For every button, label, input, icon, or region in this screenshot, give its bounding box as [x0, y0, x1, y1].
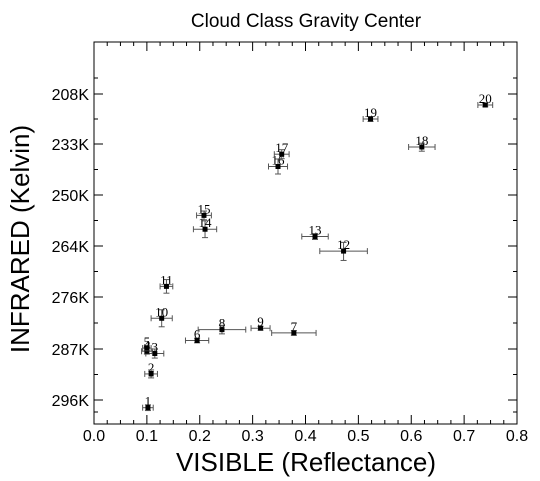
data-point: 2 — [144, 360, 158, 379]
y-tick-label: 264K — [52, 239, 90, 256]
x-tick-label: 0.4 — [294, 428, 316, 445]
point-label: 6 — [194, 326, 201, 341]
point-marker — [159, 315, 165, 321]
x-tick-label: 0.0 — [83, 428, 105, 445]
point-label: 2 — [148, 360, 155, 375]
x-tick-label: 0.8 — [506, 428, 528, 445]
point-marker — [152, 351, 158, 357]
y-tick-label: 233K — [52, 137, 90, 154]
point-marker — [148, 371, 154, 377]
point-label: 3 — [152, 340, 159, 355]
x-tick-label: 0.6 — [400, 428, 422, 445]
data-point: 13 — [301, 223, 329, 240]
point-marker — [312, 234, 318, 240]
point-marker — [291, 330, 297, 336]
point-marker — [419, 144, 425, 150]
data-point: 7 — [271, 319, 317, 336]
data-point: 9 — [250, 314, 271, 332]
point-marker — [275, 164, 281, 169]
x-axis: 0.0 0.1 0.2 0.3 0.4 0.5 0.6 0.7 0.8 — [83, 42, 528, 445]
data-point: 17 — [273, 140, 290, 160]
x-tick-label: 0.2 — [189, 428, 211, 445]
point-marker — [201, 212, 207, 218]
point-label: 5 — [144, 334, 151, 349]
x-tick-label: 0.3 — [242, 428, 264, 445]
point-label: 1 — [145, 394, 152, 409]
point-label: 9 — [257, 314, 264, 329]
data-point: 11 — [159, 272, 174, 294]
point-label: 12 — [337, 237, 350, 252]
data-point: 19 — [362, 105, 379, 122]
data-point: 14 — [192, 215, 218, 239]
point-label: 17 — [275, 140, 289, 155]
data-point: 16 — [267, 153, 289, 175]
data-point: 20 — [477, 91, 494, 108]
point-label: 18 — [415, 133, 428, 148]
data-point: 12 — [319, 237, 368, 261]
point-marker — [341, 248, 347, 254]
data-point: 5 — [142, 334, 152, 352]
point-marker — [163, 283, 169, 289]
y-axis: 208K 233K 250K 264K 276K 287K 296K — [52, 77, 517, 413]
data-point: 8 — [197, 316, 247, 335]
point-marker — [258, 325, 264, 331]
point-label: 15 — [197, 201, 210, 216]
point-label: 11 — [160, 272, 173, 287]
y-tick-label: 276K — [52, 290, 90, 307]
point-label: 8 — [219, 316, 226, 331]
point-marker — [144, 348, 150, 354]
data-point: 15 — [196, 201, 212, 221]
point-marker — [482, 102, 488, 108]
data-point: 6 — [184, 326, 210, 344]
x-tick-label: 0.1 — [136, 428, 158, 445]
y-axis-label: INFRARED (Kelvin) — [5, 125, 35, 353]
point-label: 4 — [144, 337, 151, 352]
data-point: 10 — [150, 304, 173, 328]
point-label: 10 — [155, 304, 168, 319]
y-tick-label: 296K — [52, 393, 90, 410]
point-label: 14 — [199, 215, 213, 230]
point-marker — [279, 151, 285, 157]
x-tick-label: 0.7 — [453, 428, 475, 445]
data-point: 1 — [142, 394, 154, 412]
point-label: 20 — [479, 91, 492, 106]
x-tick-label: 0.5 — [347, 428, 369, 445]
y-tick-label: 287K — [52, 342, 90, 359]
point-marker — [145, 405, 151, 411]
point-label: 7 — [291, 319, 298, 334]
point-marker — [202, 226, 208, 232]
x-axis-label: VISIBLE (Reflectance) — [176, 447, 436, 477]
plot-frame — [93, 41, 518, 425]
point-marker — [219, 327, 225, 333]
point-label: 13 — [309, 223, 322, 238]
point-label: 19 — [364, 105, 377, 120]
point-marker — [368, 116, 374, 122]
data-point: 18 — [408, 133, 436, 152]
y-tick-label: 250K — [52, 188, 90, 205]
chart-title: Cloud Class Gravity Center — [191, 11, 422, 32]
point-marker — [194, 337, 200, 343]
y-tick-label: 208K — [52, 87, 90, 104]
point-marker — [144, 345, 150, 351]
